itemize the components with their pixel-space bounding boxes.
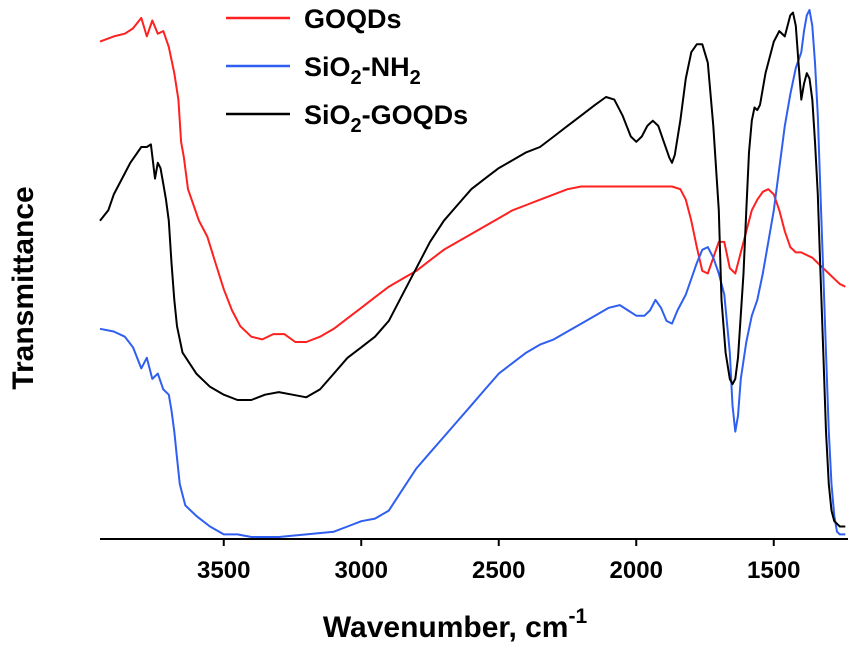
x-tick-label: 1500 [747, 557, 800, 584]
legend: GOQDs SiO2-NH2 SiO2-GOQDs [226, 4, 468, 137]
series-line-1 [99, 16, 846, 343]
x-tick-label: 3500 [197, 557, 250, 584]
y-axis-title: Transmittance [7, 186, 40, 389]
series-line-2 [99, 9, 846, 538]
legend-label-3: SiO2-GOQDs [304, 100, 468, 137]
series-line-3 [99, 11, 846, 528]
x-ticks: 3500 3000 2500 2000 1500 [197, 539, 800, 584]
x-axis-title: Wavenumber, cm-1 [323, 605, 588, 644]
x-tick-label: 2500 [472, 557, 525, 584]
series-layer [99, 9, 846, 538]
legend-label-2: SiO2-NH2 [304, 52, 421, 89]
x-tick-label: 2000 [610, 557, 663, 584]
x-axis-title-main: Wavenumber, cm [323, 611, 569, 644]
x-tick-label: 3000 [335, 557, 388, 584]
legend-label-1: GOQDs [304, 4, 402, 34]
x-axis-title-superscript: -1 [568, 605, 587, 628]
